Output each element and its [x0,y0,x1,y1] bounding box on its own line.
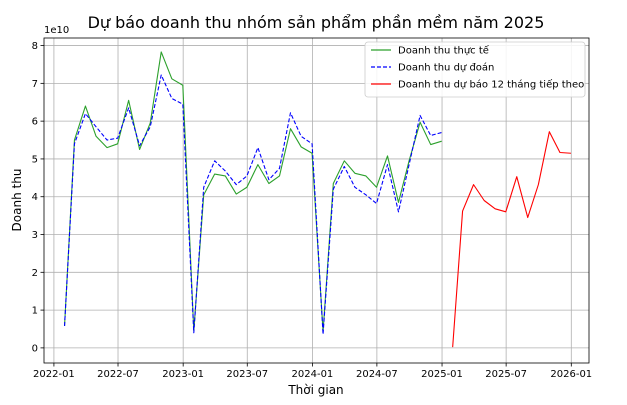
x-tick-label: 2025-07 [485,369,527,380]
x-tick-label: 2024-01 [292,369,334,380]
ticks-layer: 2022-01 2022-07 2023-01 2023-07 2024-01 2024-… [32,41,593,380]
series-layer [63,51,571,348]
y-tick-label: 4 [32,192,38,203]
y-axis-label: Doanh thu [10,169,24,232]
legend: Doanh thu thực tế Doanh thu dự đoán Doan… [364,41,586,98]
legend-label-actual: Doanh thu thực tế [398,45,490,57]
x-tick-label: 2023-07 [226,369,268,380]
y-tick-label: 2 [32,268,38,279]
y-tick-label: 5 [32,154,38,165]
y-tick-label: 8 [32,41,38,52]
y-tick-label: 3 [32,230,38,241]
actual-revenue-line [63,51,442,333]
x-tick-label: 2025-01 [421,369,463,380]
x-tick-label: 2022-01 [33,369,75,380]
x-tick-label: 2026-01 [550,369,592,380]
legend-box [364,41,586,98]
x-tick-label: 2022-07 [97,369,139,380]
legend-label-forecast: Doanh thu dự báo 12 tháng tiếp theo [398,79,584,91]
y-scale-label: 1e10 [44,25,69,36]
x-tick-label: 2024-07 [356,369,398,380]
x-tick-label: 2023-01 [162,369,204,380]
legend-label-predicted: Doanh thu dự đoán [398,62,494,74]
forecast-revenue-line [452,131,571,348]
y-tick-label: 6 [32,117,38,128]
y-tick-label: 7 [32,79,38,90]
x-axis-label: Thời gian [287,383,343,397]
plot-frame [43,37,590,364]
y-tick-label: 1 [32,306,38,317]
y-tick-label: 0 [32,343,38,354]
predicted-revenue-line [63,74,442,335]
chart-title: Dự báo doanh thu nhóm sản phẩm phần mềm … [88,13,545,32]
